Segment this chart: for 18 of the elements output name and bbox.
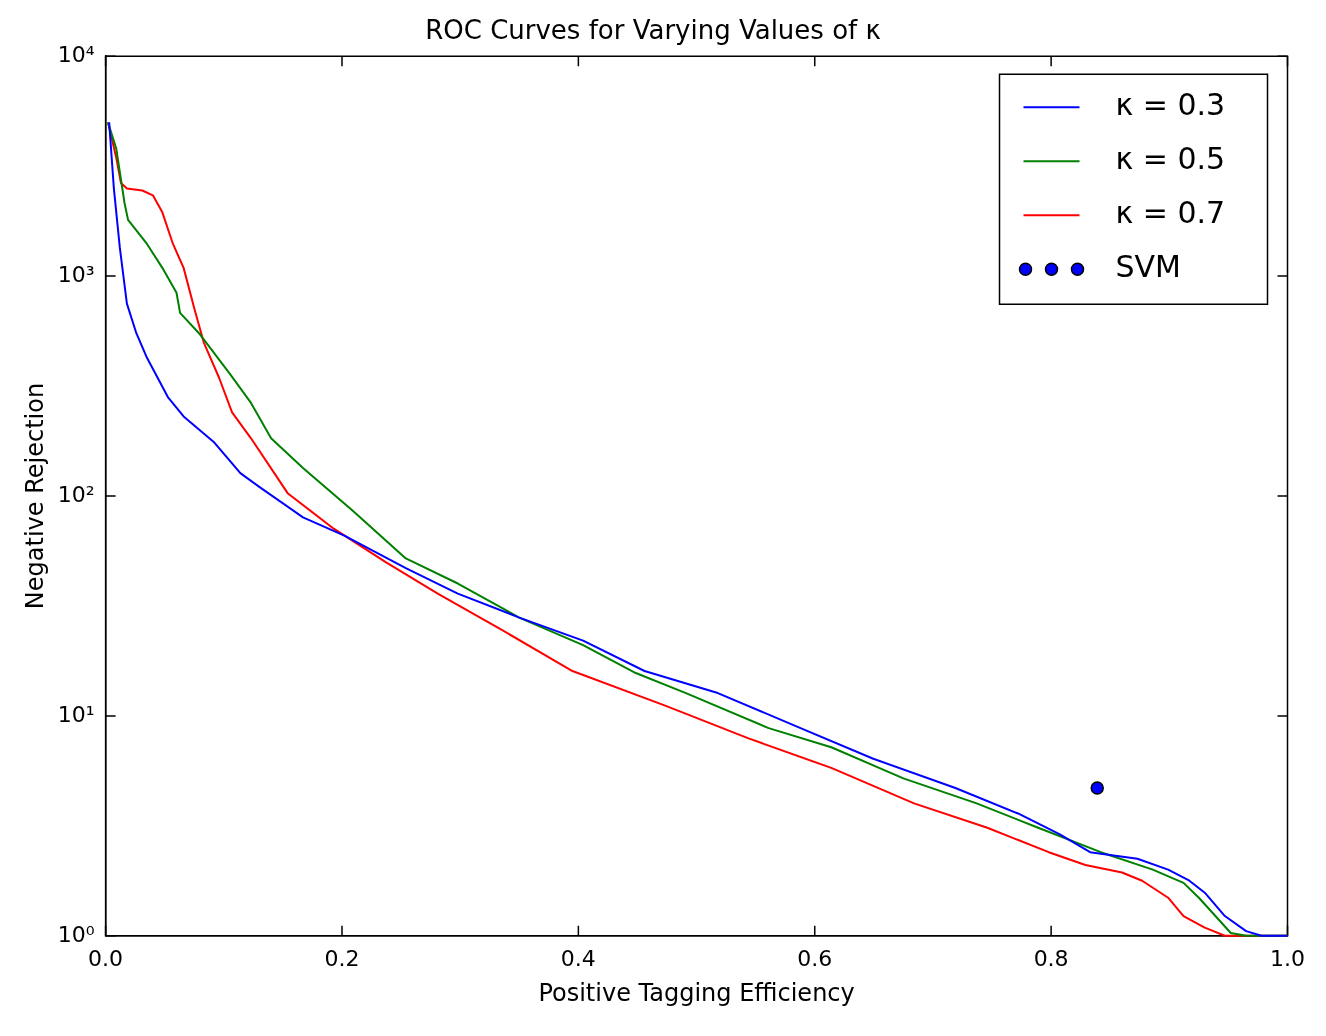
legend-label: κ = 0.3 [1115,87,1226,122]
legend-label: κ = 0.5 [1115,141,1226,176]
chart-title: ROC Curves for Varying Values of κ [425,15,881,46]
x-tick-label: 1.0 [1270,945,1306,971]
y-tick-label: 10³ [57,261,95,287]
y-tick-label: 10⁴ [57,41,95,67]
y-tick-label: 10¹ [57,701,95,727]
x-tick-label: 0.6 [797,945,833,971]
y-axis-title: Negative Rejection [20,382,49,610]
x-tick-label: 0.4 [560,945,596,971]
y-tick-label: 10² [57,481,95,507]
x-tick-label: 0.2 [324,945,360,971]
legend-label: SVM [1115,249,1181,284]
y-tick-label: 10⁰ [57,921,95,947]
legend-label: κ = 0.7 [1115,195,1226,230]
x-axis-title: Positive Tagging Efficiency [538,978,855,1007]
x-tick-label: 0.0 [88,945,124,971]
x-tick-label: 0.8 [1033,945,1069,971]
